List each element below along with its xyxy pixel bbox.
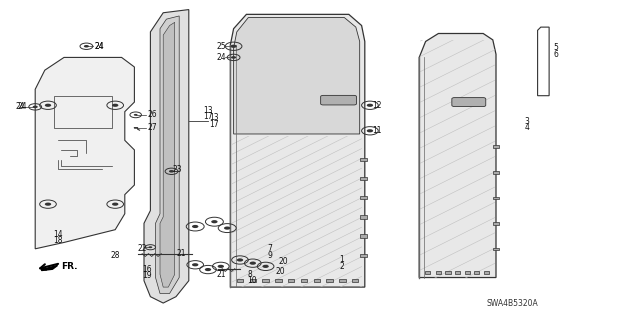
Bar [352, 279, 358, 282]
Text: 6: 6 [554, 50, 559, 59]
Bar [493, 145, 499, 148]
Text: 2: 2 [339, 262, 344, 271]
Circle shape [218, 265, 224, 268]
Text: 24: 24 [18, 102, 28, 111]
Circle shape [367, 104, 373, 107]
Text: 18: 18 [53, 236, 62, 245]
Polygon shape [234, 18, 360, 134]
Text: 14: 14 [52, 230, 63, 239]
Bar [360, 196, 367, 199]
Polygon shape [160, 22, 175, 287]
Text: SWA4B5320A: SWA4B5320A [486, 299, 538, 308]
Text: 21: 21 [216, 270, 226, 279]
Bar [360, 234, 367, 238]
Text: 27: 27 [147, 123, 157, 132]
Bar [455, 271, 460, 274]
Bar [262, 279, 269, 282]
Circle shape [84, 45, 89, 48]
Bar [275, 279, 282, 282]
Circle shape [231, 56, 236, 59]
Bar [339, 279, 346, 282]
Bar [360, 158, 367, 161]
Text: 24: 24 [16, 102, 26, 111]
Polygon shape [35, 57, 134, 249]
Text: 11: 11 [372, 126, 382, 135]
Bar [237, 279, 243, 282]
Polygon shape [419, 33, 496, 278]
Bar [425, 271, 430, 274]
Circle shape [192, 225, 198, 228]
Bar [301, 279, 307, 282]
Circle shape [224, 226, 230, 230]
FancyBboxPatch shape [452, 98, 486, 107]
Circle shape [134, 114, 138, 116]
Text: 28: 28 [111, 251, 120, 260]
Text: 24: 24 [94, 42, 104, 51]
Text: 16: 16 [142, 265, 152, 274]
Circle shape [237, 258, 243, 262]
Text: 3: 3 [525, 117, 530, 126]
Text: FR.: FR. [61, 262, 78, 271]
Text: 24: 24 [95, 42, 104, 51]
Bar [326, 279, 333, 282]
Text: 23: 23 [173, 165, 182, 174]
Text: 9: 9 [268, 251, 273, 260]
Text: 7: 7 [268, 244, 273, 253]
Bar [360, 177, 367, 180]
Text: 22: 22 [138, 244, 147, 253]
Text: 19: 19 [142, 271, 152, 280]
Bar [493, 171, 499, 174]
Text: 24: 24 [217, 53, 227, 62]
Bar [493, 248, 499, 250]
Circle shape [367, 129, 373, 132]
Text: 4: 4 [525, 123, 530, 132]
Polygon shape [144, 10, 189, 303]
FancyBboxPatch shape [321, 95, 356, 105]
Polygon shape [42, 265, 58, 271]
Bar [360, 215, 367, 219]
Circle shape [262, 265, 269, 268]
Text: 25: 25 [217, 42, 227, 51]
Text: 26: 26 [147, 110, 157, 119]
Bar [436, 271, 441, 274]
Circle shape [211, 220, 218, 223]
Circle shape [148, 246, 152, 248]
Bar [493, 197, 499, 199]
Polygon shape [230, 14, 365, 287]
Text: 13: 13 [204, 106, 213, 115]
Bar [288, 279, 294, 282]
Circle shape [192, 263, 198, 266]
Circle shape [112, 203, 118, 206]
Circle shape [250, 262, 256, 265]
Text: 13: 13 [209, 113, 219, 122]
Text: 8: 8 [247, 270, 252, 279]
Circle shape [169, 170, 174, 173]
Bar [445, 271, 451, 274]
Circle shape [230, 45, 237, 48]
Text: 21: 21 [176, 249, 186, 258]
Text: 17: 17 [204, 112, 213, 121]
Text: 17: 17 [209, 120, 219, 129]
Bar [493, 222, 499, 225]
Text: 20: 20 [275, 267, 285, 276]
Text: 5: 5 [554, 43, 559, 52]
Bar [484, 271, 489, 274]
Circle shape [45, 203, 51, 206]
Polygon shape [156, 16, 179, 293]
Circle shape [112, 104, 118, 107]
Circle shape [205, 268, 211, 271]
Text: 12: 12 [372, 101, 382, 110]
Bar [250, 279, 256, 282]
Bar [465, 271, 470, 274]
Bar [474, 271, 479, 274]
Text: 10: 10 [247, 276, 257, 285]
Bar [314, 279, 320, 282]
Circle shape [45, 104, 51, 107]
Bar [360, 254, 367, 257]
Text: 1: 1 [339, 256, 344, 264]
Text: 20: 20 [278, 257, 288, 266]
Circle shape [33, 106, 38, 108]
